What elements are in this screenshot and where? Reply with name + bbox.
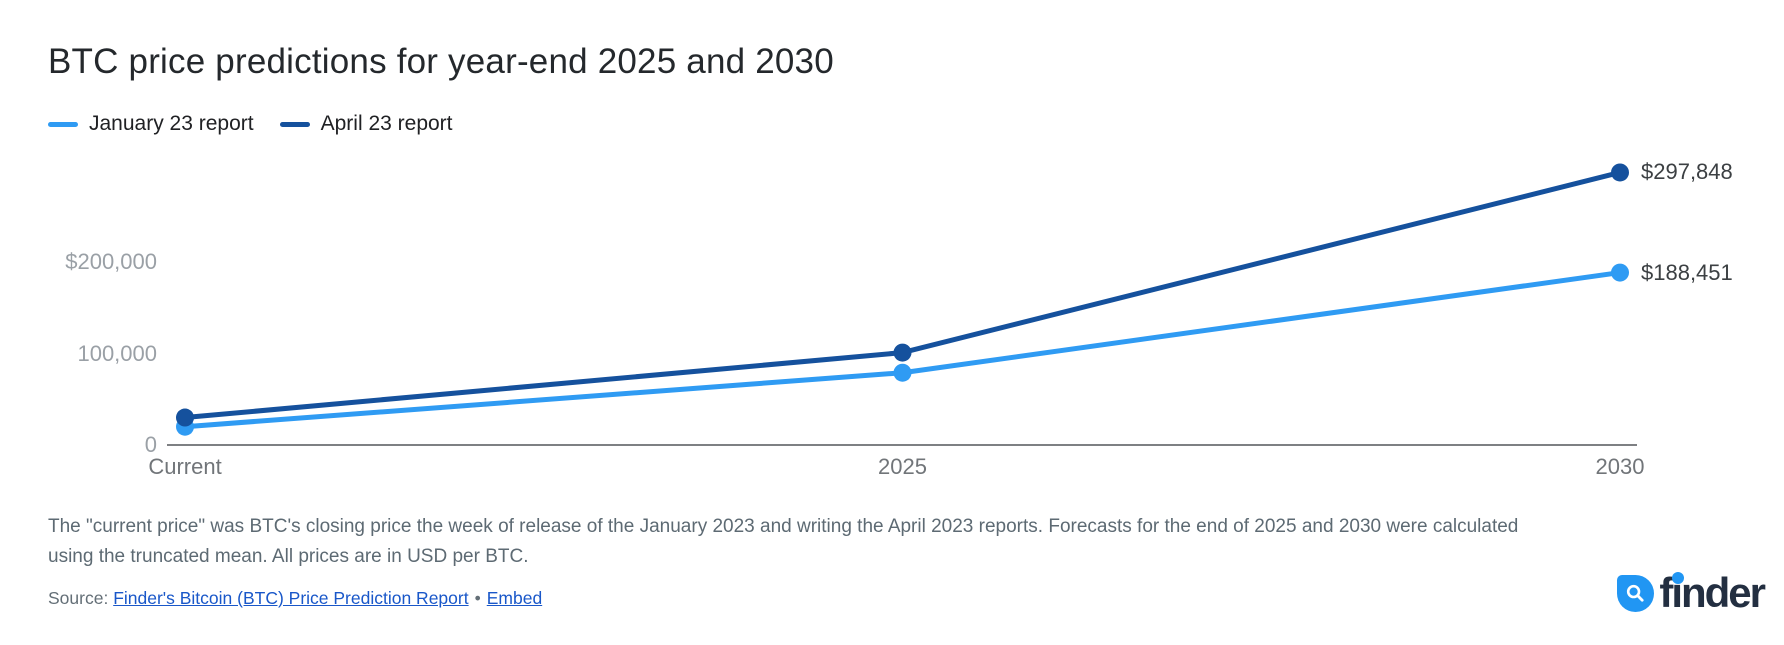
legend: January 23 report April 23 report: [48, 112, 453, 136]
source-separator: •: [474, 588, 481, 608]
data-point: [1611, 263, 1629, 282]
legend-item-april: April 23 report: [279, 112, 453, 136]
x-axis-tick-2030: 2030: [1595, 454, 1645, 479]
magnifying-glass-icon: [1627, 584, 1644, 602]
data-point: [176, 408, 194, 427]
legend-swatch-april: [279, 121, 310, 127]
legend-label-january: January 23 report: [89, 112, 254, 135]
report-link[interactable]: Finder's Bitcoin (BTC) Price Prediction …: [113, 588, 469, 608]
plot-lines-svg: [176, 163, 1629, 436]
finder-i-dot: [1672, 572, 1685, 584]
legend-label-april: April 23 report: [320, 112, 453, 135]
x-axis-tick-2025: 2025: [878, 454, 927, 479]
chart-footnote: The "current price" was BTC's closing pr…: [48, 516, 1519, 568]
chart-title: BTC price predictions for year-end 2025 …: [48, 42, 834, 81]
data-point: [1611, 163, 1629, 182]
legend-swatch-january: [48, 121, 78, 127]
finder-logo: finder: [1617, 572, 1766, 614]
y-axis-tick-200000: $200,000: [65, 249, 157, 274]
x-axis-line: [167, 444, 1637, 446]
legend-item-january: January 23 report: [48, 112, 254, 136]
source-prefix: Source:: [48, 588, 114, 608]
x-axis-tick-current: Current: [148, 454, 222, 479]
data-point: [893, 343, 912, 362]
embed-link[interactable]: Embed: [486, 588, 543, 608]
y-axis-tick-100000: 100,000: [77, 340, 157, 366]
data-point: [893, 363, 912, 382]
data-label-january-2030: $188,451: [1641, 259, 1733, 285]
y-axis-tick-0: 0: [144, 432, 157, 457]
source-line: Source: Finder's Bitcoin (BTC) Price Pre…: [48, 588, 542, 609]
line-chart: $200,000 100,000 0 Current 2025 2030 $29…: [0, 140, 1784, 500]
finder-logo-text: finder: [1659, 572, 1766, 614]
finder-magnifier-icon: [1617, 574, 1655, 612]
data-label-april-2030: $297,848: [1641, 159, 1733, 185]
